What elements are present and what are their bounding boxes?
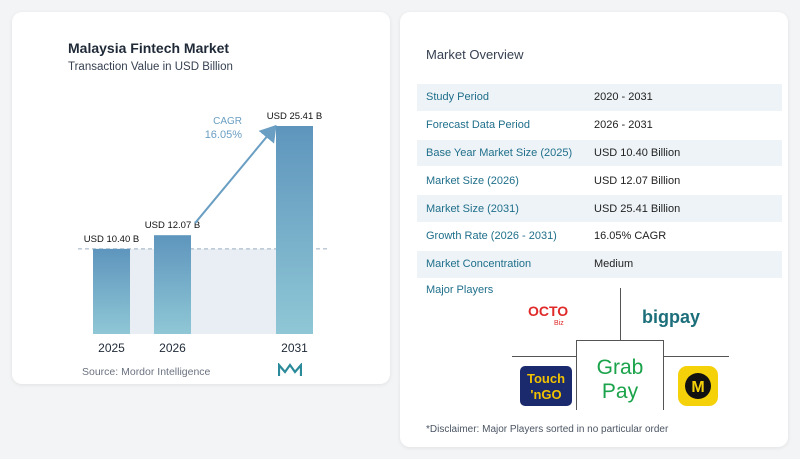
grid-divider <box>663 340 664 410</box>
row-value: 2026 - 2031 <box>585 111 782 140</box>
source-note: Source: Mordor Intelligence <box>82 366 211 378</box>
row-key: Market Size (2026) <box>417 166 585 196</box>
cagr-value: 16.05% <box>205 129 243 141</box>
mordor-intelligence-logo <box>278 363 302 376</box>
row-value: Medium <box>585 250 782 279</box>
row-key: Forecast Data Period <box>417 111 585 140</box>
svg-text:Pay: Pay <box>602 380 639 403</box>
grid-divider <box>663 356 729 357</box>
x-tick-label: 2026 <box>159 341 186 355</box>
grid-divider <box>576 340 664 341</box>
table-row: Study Period 2020 - 2031 <box>417 84 782 112</box>
disclaimer: *Disclaimer: Major Players sorted in no … <box>426 424 669 435</box>
svg-text:'nGO: 'nGO <box>530 387 561 402</box>
mae-logo: M <box>678 366 718 406</box>
x-tick-label: 2031 <box>281 341 308 355</box>
bar-value-label: USD 25.41 B <box>267 111 322 122</box>
svg-text:M: M <box>691 379 704 396</box>
row-key: Growth Rate (2026 - 2031) <box>417 222 585 251</box>
table-row: Market Concentration Medium <box>417 250 782 279</box>
row-value: 2020 - 2031 <box>585 84 782 112</box>
row-value: USD 10.40 Billion <box>585 139 782 168</box>
row-value: USD 12.07 Billion <box>585 166 782 196</box>
overview-table: Study Period 2020 - 2031 Forecast Data P… <box>417 84 782 279</box>
table-row: Market Size (2026) USD 12.07 Billion <box>417 166 782 196</box>
row-key: Market Size (2031) <box>417 194 585 223</box>
bar-2026 <box>154 235 191 334</box>
chart-subtitle: Transaction Value in USD Billion <box>68 61 233 73</box>
grid-divider <box>512 356 576 357</box>
major-players-title: Major Players <box>426 284 494 296</box>
svg-text:bigpay: bigpay <box>642 307 700 327</box>
svg-text:Touch: Touch <box>527 371 565 386</box>
bar-chart: USD 10.40 B 2025 USD 12.07 B 2026 USD 25.41 … <box>78 111 330 355</box>
overview-title: Market Overview <box>426 47 524 62</box>
svg-text:Biz: Biz <box>554 320 564 327</box>
svg-text:OCTO: OCTO <box>528 303 568 319</box>
grid-divider <box>620 288 621 340</box>
row-key: Market Concentration <box>417 250 585 279</box>
row-value: 16.05% CAGR <box>585 222 782 251</box>
bigpay-logo: bigpay <box>642 307 700 327</box>
table-row: Market Size (2031) USD 25.41 Billion <box>417 194 782 223</box>
table-row: Growth Rate (2026 - 2031) 16.05% CAGR <box>417 222 782 251</box>
table-row: Forecast Data Period 2026 - 2031 <box>417 111 782 140</box>
row-key: Study Period <box>417 84 585 112</box>
cagr-label: CAGR <box>213 116 242 127</box>
svg-text:Grab: Grab <box>597 356 644 379</box>
bar-value-label: USD 10.40 B <box>84 234 139 245</box>
row-value: USD 25.41 Billion <box>585 194 782 223</box>
grab-pay-logo: Grab Pay <box>597 356 644 403</box>
octo-biz-logo: OCTO Biz <box>528 303 568 327</box>
touch-n-go-logo: Touch 'nGO <box>520 366 572 406</box>
bar-2031 <box>276 126 313 334</box>
bar-2025 <box>93 248 130 334</box>
bar-value-label: USD 12.07 B <box>145 220 200 231</box>
x-tick-label: 2025 <box>98 341 125 355</box>
table-row: Base Year Market Size (2025) USD 10.40 B… <box>417 139 782 168</box>
chart-title: Malaysia Fintech Market <box>68 40 230 56</box>
row-key: Base Year Market Size (2025) <box>417 139 585 168</box>
grid-divider <box>576 340 577 410</box>
cagr-arrow <box>194 124 277 224</box>
